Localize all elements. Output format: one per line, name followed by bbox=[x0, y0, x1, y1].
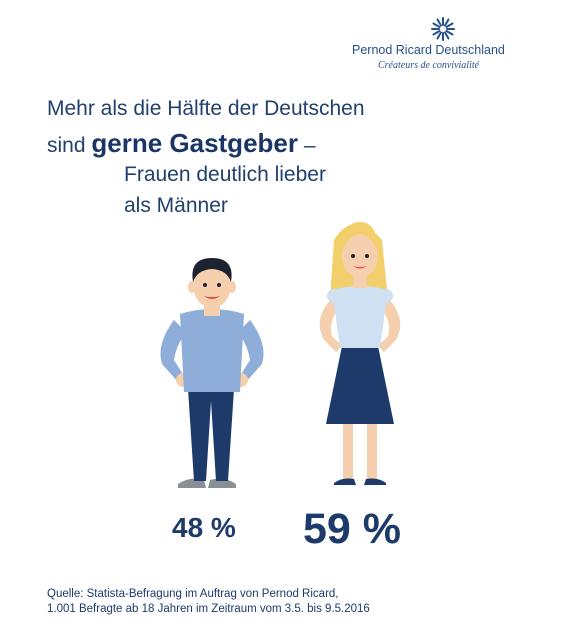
source-line-1: Quelle: Statista-Befragung im Auftrag vo… bbox=[47, 588, 339, 600]
headline-line-1: Mehr als die Hälfte der Deutschen bbox=[47, 97, 365, 120]
men-percentage: 48 % bbox=[172, 512, 236, 543]
headline-line-4: als Männer bbox=[124, 194, 228, 217]
headline-line-2-suffix: – bbox=[298, 134, 316, 157]
source-line-2: 1.001 Befragte ab 18 Jahren im Zeitraum … bbox=[47, 603, 370, 615]
headline-line-2-prefix: sind bbox=[47, 134, 92, 157]
brand-tagline: Créateurs de convivialité bbox=[378, 60, 480, 71]
woman-illustration bbox=[319, 222, 401, 485]
sunburst-logo-icon bbox=[431, 17, 455, 41]
women-percentage: 59 % bbox=[303, 505, 402, 553]
headline-line-3: Frauen deutlich lieber bbox=[124, 163, 326, 186]
man-illustration bbox=[160, 258, 264, 488]
headline-line-2: sind gerne Gastgeber – bbox=[47, 128, 316, 159]
headline-emphasis: gerne Gastgeber bbox=[91, 128, 298, 158]
source-note: Quelle: Statista-Befragung im Auftrag vo… bbox=[47, 587, 370, 617]
brand-name: Pernod Ricard Deutschland bbox=[352, 43, 505, 57]
